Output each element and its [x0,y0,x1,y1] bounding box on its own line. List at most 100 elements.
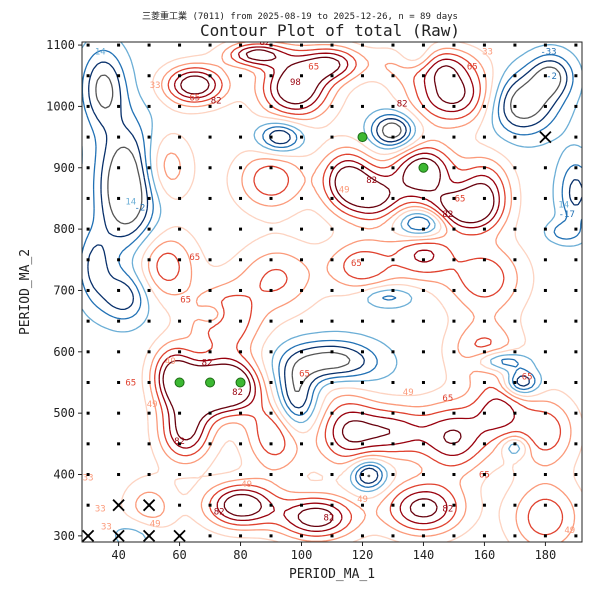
grid-dot [239,196,243,200]
contour-level-8 [162,49,495,528]
grid-dot [178,227,182,231]
x-axis-label: PERIOD_MA_1 [289,567,375,582]
grid-dot [239,411,243,415]
contour-level-1 [87,60,582,485]
worst-point-marker [112,499,125,512]
grid-dot [513,442,517,446]
grid-dot [421,74,425,78]
contour-label-29: 65 [299,369,310,379]
grid-dot [208,411,212,415]
worst-point-marker [173,529,186,543]
best-point-marker [357,132,368,143]
grid-dot [269,104,273,108]
grid-dot [574,503,578,507]
y-tick-label: 500 [53,406,75,420]
grid-dot [421,380,425,384]
grid-dot [513,258,517,262]
grid-dot [482,43,486,47]
grid-dot [239,43,243,47]
grid-dot [330,350,334,354]
contour-label-0: 14 [95,47,106,57]
grid-dot [300,104,304,108]
contour-label-9: 33 [482,47,493,57]
grid-dot [421,411,425,415]
contour-label-26: 82 [202,358,213,368]
y-tick-label: 1000 [46,99,75,113]
grid-dot [452,227,456,231]
grid-dot [208,442,212,446]
grid-dot [330,442,334,446]
contour-label-38: 49 [241,480,252,490]
grid-dot [360,534,364,538]
worst-point-marker [142,499,156,512]
grid-dot [421,43,425,47]
contour-level-4 [120,42,582,542]
grid-dot [300,473,304,477]
contour-label-41: 82 [442,504,453,514]
grid-dot [513,227,517,231]
grid-dot [482,473,486,477]
grid-dot [391,196,395,200]
sample-grid [86,43,578,538]
grid-dot [421,442,425,446]
contour-level-6 [154,43,564,537]
grid-dot [300,534,304,538]
chart-suptitle: 三菱重工業 (7011) from 2025-08-19 to 2025-12-… [142,10,458,22]
grid-dot [178,74,182,78]
contour-label-21: 65 [180,296,191,306]
contour-level-5 [135,42,576,542]
grid-dot [178,442,182,446]
grid-dot [543,442,547,446]
grid-dot [513,473,517,477]
grid-dot [330,503,334,507]
grid-dot [482,442,486,446]
grid-dot [117,258,121,262]
grid-dot [86,350,90,354]
y-axis-label: PERIOD_MA_2 [18,249,33,335]
grid-dot [421,258,425,262]
contour-label-16: 65 [455,195,466,205]
grid-dot [300,442,304,446]
grid-dot [117,411,121,415]
grid-dot [178,258,182,262]
contour-label-4: 82 [260,38,271,48]
grid-dot [86,196,90,200]
grid-dot [360,74,364,78]
grid-dot [117,104,121,108]
grid-dot [482,411,486,415]
grid-dot [269,380,273,384]
chart-title: Contour Plot of total (Raw) [200,21,460,40]
grid-dot [269,74,273,78]
grid-dot [208,135,212,139]
grid-dot [147,380,151,384]
grid-dot [147,473,151,477]
contour-label-34: 33 [95,504,106,514]
grid-dot [330,135,334,139]
grid-dot [117,288,121,292]
grid-dot [147,74,151,78]
x-tick-label: 60 [172,548,186,562]
markers [81,130,552,543]
contour-label-31: 65 [442,394,453,404]
grid-dot [178,350,182,354]
grid-dot [300,258,304,262]
grid-dot [86,319,90,323]
best-point-marker [418,162,429,173]
grid-dot [360,258,364,262]
contour-label-36: 49 [150,520,161,530]
grid-dot [178,473,182,477]
grid-dot [543,503,547,507]
grid-dot [330,43,334,47]
grid-dot [574,534,578,538]
contour-label-22: 65 [351,259,362,269]
grid-dot [482,166,486,170]
x-tick-label: 80 [233,548,247,562]
grid-dot [513,135,517,139]
grid-dot [574,74,578,78]
grid-dot [300,135,304,139]
grid-dot [208,350,212,354]
grid-dot [269,411,273,415]
grid-dot [86,166,90,170]
grid-dot [574,380,578,384]
